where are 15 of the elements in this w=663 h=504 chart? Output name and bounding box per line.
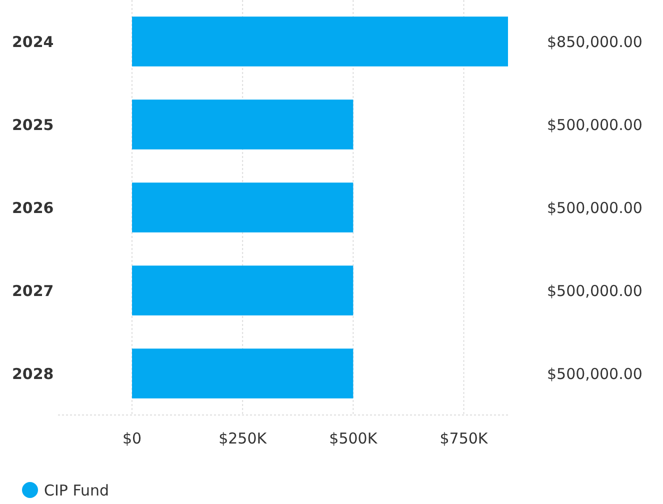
data-label: $850,000.00 [547, 32, 642, 51]
data-label: $500,000.00 [547, 282, 642, 300]
data-label: $500,000.00 [547, 116, 642, 134]
x-tick-label: $750K [440, 429, 489, 448]
data-label: $500,000.00 [547, 364, 642, 383]
y-tick-label: 2025 [12, 116, 54, 134]
x-tick-label: $250K [218, 429, 268, 448]
x-tick-label: $500K [329, 429, 378, 448]
y-tick-label: 2024 [12, 32, 54, 51]
y-tick-label: 2028 [12, 364, 54, 383]
x-tick-label: $0 [122, 429, 142, 448]
data-label: $500,000.00 [547, 198, 642, 217]
y-tick-label: 2026 [12, 198, 54, 217]
y-tick-label: 2027 [12, 282, 54, 300]
legend-label: CIP Fund [44, 481, 110, 500]
